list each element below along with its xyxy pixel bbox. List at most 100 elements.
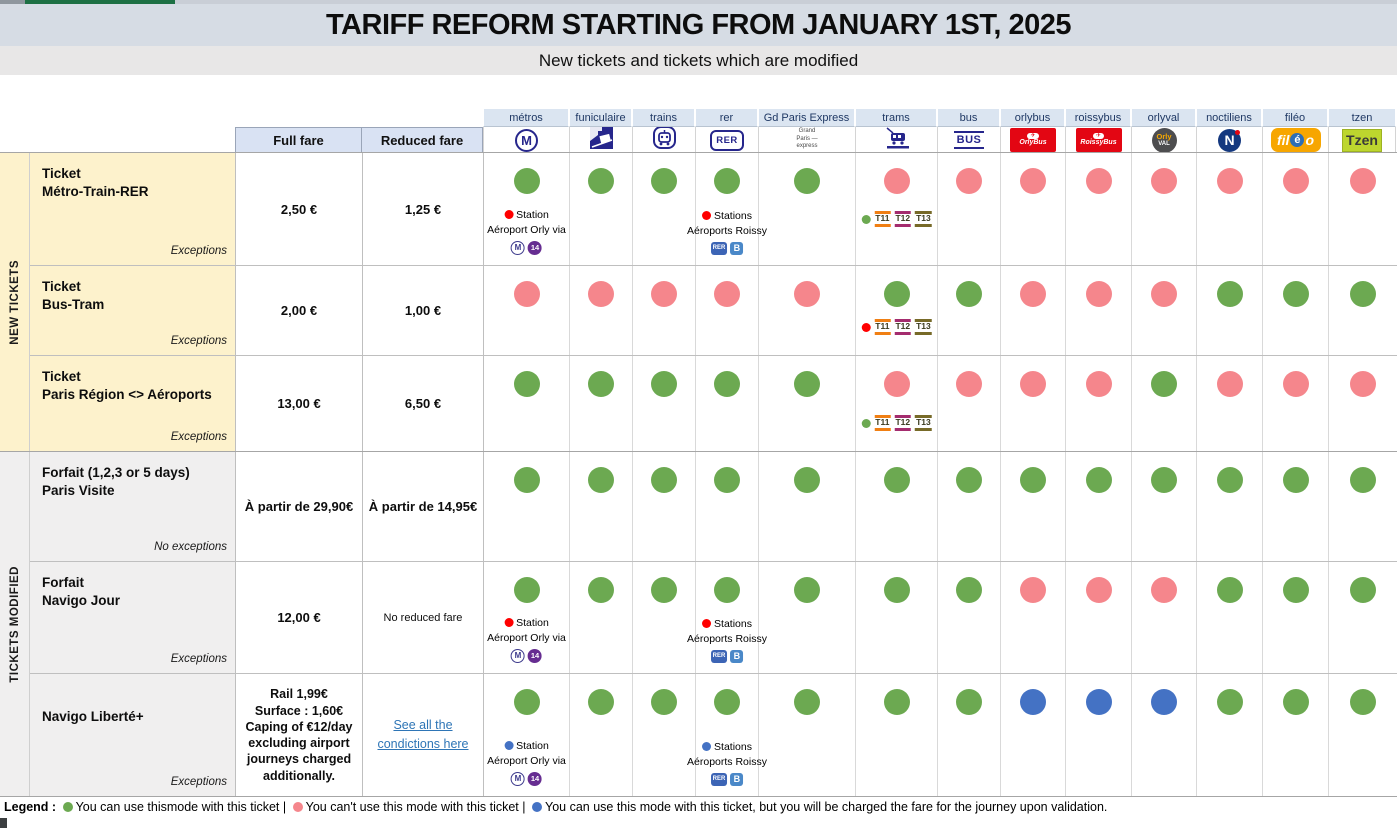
status-dot (794, 371, 820, 397)
status-dot (513, 371, 540, 397)
status-dot (1085, 371, 1112, 397)
cell-trams (856, 674, 938, 796)
status-dot (794, 689, 820, 715)
mode-header-orlybus: orlybus (1000, 108, 1065, 127)
exception-dot (504, 209, 514, 219)
status-dot (588, 689, 614, 715)
row-title: Ticket Paris Région <> Aéroports (42, 369, 212, 403)
exception-note: Stations Aéroports Roissy RER B (687, 740, 767, 786)
cell-trains (633, 266, 696, 355)
status-dot (1216, 168, 1243, 194)
status-dot (1350, 577, 1376, 603)
cell-orlybus (1001, 562, 1066, 673)
cell-noctiliens (1197, 153, 1263, 265)
tram-t12-icon: T12 (894, 211, 912, 227)
cell-rer (696, 356, 759, 451)
cell-metros: Station Aéroport Orly via M 14 (484, 153, 570, 265)
legend-label: Legend : (4, 800, 57, 814)
group-new-tickets: NEW TICKETS Ticket Métro-Train-RER Excep… (0, 152, 1397, 451)
cell-metros (484, 356, 570, 451)
status-dot (1282, 577, 1309, 603)
tram-t13-icon: T13 (915, 211, 932, 227)
exception-note: Station Aéroport Orly via M 14 (487, 208, 566, 255)
status-dot (794, 577, 820, 603)
metro-icon: M (515, 128, 538, 152)
exception-dot (861, 418, 871, 428)
page-subtitle: New tickets and tickets which are modifi… (0, 46, 1397, 75)
status-dot (1085, 467, 1112, 493)
exception-note: Station Aéroport Orly via M 14 (487, 739, 566, 786)
cell-metros: Station Aéroport Orly via M 14 (484, 674, 570, 796)
status-dot (1151, 281, 1177, 307)
status-dot (794, 168, 820, 194)
status-dot (1282, 371, 1309, 397)
status-dot (1085, 281, 1112, 307)
tram-t12-icon: T12 (894, 415, 912, 431)
row-label: Forfait (1,2,3 or 5 days) Paris Visite N… (30, 452, 235, 561)
status-dot (1350, 467, 1376, 493)
status-dot (1151, 467, 1177, 493)
legend-green-dot (62, 802, 73, 812)
noctilien-logo: N (1218, 128, 1241, 152)
cell-orlyval (1132, 266, 1197, 355)
status-dot (714, 467, 740, 493)
status-dot (513, 281, 540, 307)
group-label-tickets-modified: TICKETS MODIFIED (0, 452, 30, 796)
table-row-ticket-metro-train-rer: Ticket Métro-Train-RER Exceptions 2,50 €… (30, 153, 1397, 266)
status-dot (883, 281, 910, 307)
cell-funiculaire (570, 674, 633, 796)
cell-noctiliens (1197, 674, 1263, 796)
cell-tzen (1329, 356, 1397, 451)
cell-bus (938, 452, 1001, 561)
cell-gd-paris-express (759, 674, 856, 796)
tram-icon (883, 127, 911, 153)
mode-header-fileo: filéo (1262, 108, 1328, 127)
cell-metros (484, 452, 570, 561)
cell-noctiliens (1197, 452, 1263, 561)
mode-header-metros: métros (483, 108, 569, 127)
cell-bus (938, 674, 1001, 796)
mode-header-rer: rer (695, 108, 758, 127)
full-fare-value: 13,00 € (235, 356, 362, 451)
status-dot (956, 577, 982, 603)
cell-orlybus (1001, 674, 1066, 796)
status-dot (588, 577, 614, 603)
cell-trams: T11 T12 T13 (856, 266, 938, 355)
status-dot (794, 467, 820, 493)
status-dot (651, 168, 677, 194)
cell-rer (696, 266, 759, 355)
exceptions-label: No exceptions (154, 541, 227, 553)
reduced-fare-value: 1,00 € (362, 266, 483, 355)
cell-fileo (1263, 153, 1329, 265)
reduced-fare-header: Reduced fare (361, 127, 483, 153)
status-dot (956, 689, 982, 715)
cell-trains (633, 562, 696, 673)
row-label: Forfait Navigo Jour Exceptions (30, 562, 235, 673)
tariff-table: NEW TICKETS Ticket Métro-Train-RER Excep… (0, 152, 1397, 797)
status-dot (1216, 467, 1243, 493)
window-corner-mark (0, 818, 7, 828)
cell-fileo (1263, 562, 1329, 673)
status-dot (1020, 281, 1046, 307)
status-dot (714, 168, 740, 194)
status-dot (1020, 689, 1046, 715)
exceptions-label: Exceptions (170, 653, 227, 665)
status-dot (651, 467, 677, 493)
exceptions-label: Exceptions (170, 245, 227, 257)
row-label: Ticket Métro-Train-RER Exceptions (30, 153, 235, 265)
cell-fileo (1263, 674, 1329, 796)
status-dot (956, 467, 982, 493)
mode-header-trains: trains (632, 108, 695, 127)
legend-blue-dot (532, 802, 542, 812)
reduced-fare-value: No reduced fare (362, 562, 483, 673)
conditions-link[interactable]: See all the condictions here (377, 718, 469, 751)
cell-tzen (1329, 674, 1397, 796)
cell-roissybus (1066, 562, 1132, 673)
mode-icon-row: M RER Grand Paris — express BUS OrlyBus … (483, 127, 1397, 153)
row-label: Ticket Paris Région <> Aéroports Excepti… (30, 356, 235, 451)
mode-header-funiculaire: funiculaire (569, 108, 632, 127)
status-dot (1350, 371, 1376, 397)
status-dot (1282, 168, 1309, 194)
status-dot (1282, 467, 1309, 493)
cell-rer: Stations Aéroports Roissy RER B (687, 562, 767, 673)
